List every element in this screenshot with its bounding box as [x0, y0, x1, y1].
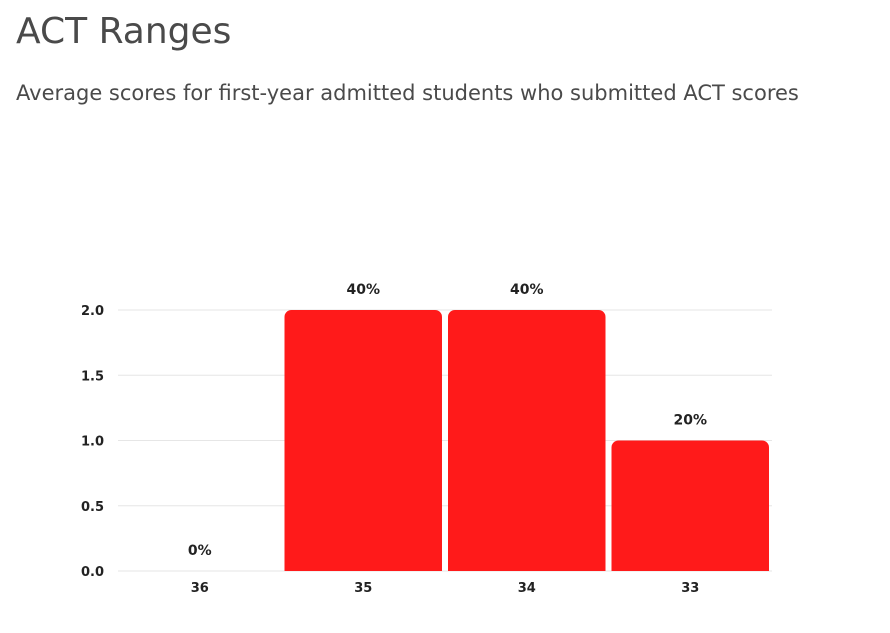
y-tick-label: 1.5	[81, 369, 104, 384]
x-tick-label: 33	[681, 581, 699, 596]
bars	[284, 310, 770, 572]
bar-35[interactable]	[284, 310, 443, 571]
y-axis-ticks: 0.0 0.5 1.0 1.5 2.0	[81, 304, 104, 580]
bar-base-33	[611, 563, 769, 571]
data-label-35: 40%	[346, 282, 380, 298]
data-label-34: 40%	[510, 282, 544, 298]
y-tick-label: 0.5	[81, 500, 104, 515]
y-tick-label: 1.0	[81, 435, 104, 450]
bar-base-35	[284, 563, 442, 571]
bar-34[interactable]	[448, 310, 606, 571]
data-label-36: 0%	[188, 543, 212, 559]
x-tick-label: 36	[191, 581, 209, 596]
page-title: ACT Ranges	[16, 11, 232, 52]
x-axis-ticks: 36 35 34 33	[191, 581, 700, 596]
data-labels: 0% 40% 40% 20%	[188, 282, 707, 559]
bar-33[interactable]	[611, 440, 770, 572]
data-label-33: 20%	[673, 413, 707, 429]
x-tick-label: 34	[518, 581, 536, 596]
page-subtitle: Average scores for first-year admitted s…	[16, 81, 799, 105]
y-tick-label: 2.0	[81, 304, 104, 319]
bar-base-34	[448, 563, 606, 571]
y-tick-label: 0.0	[81, 565, 104, 580]
x-tick-label: 35	[354, 581, 372, 596]
